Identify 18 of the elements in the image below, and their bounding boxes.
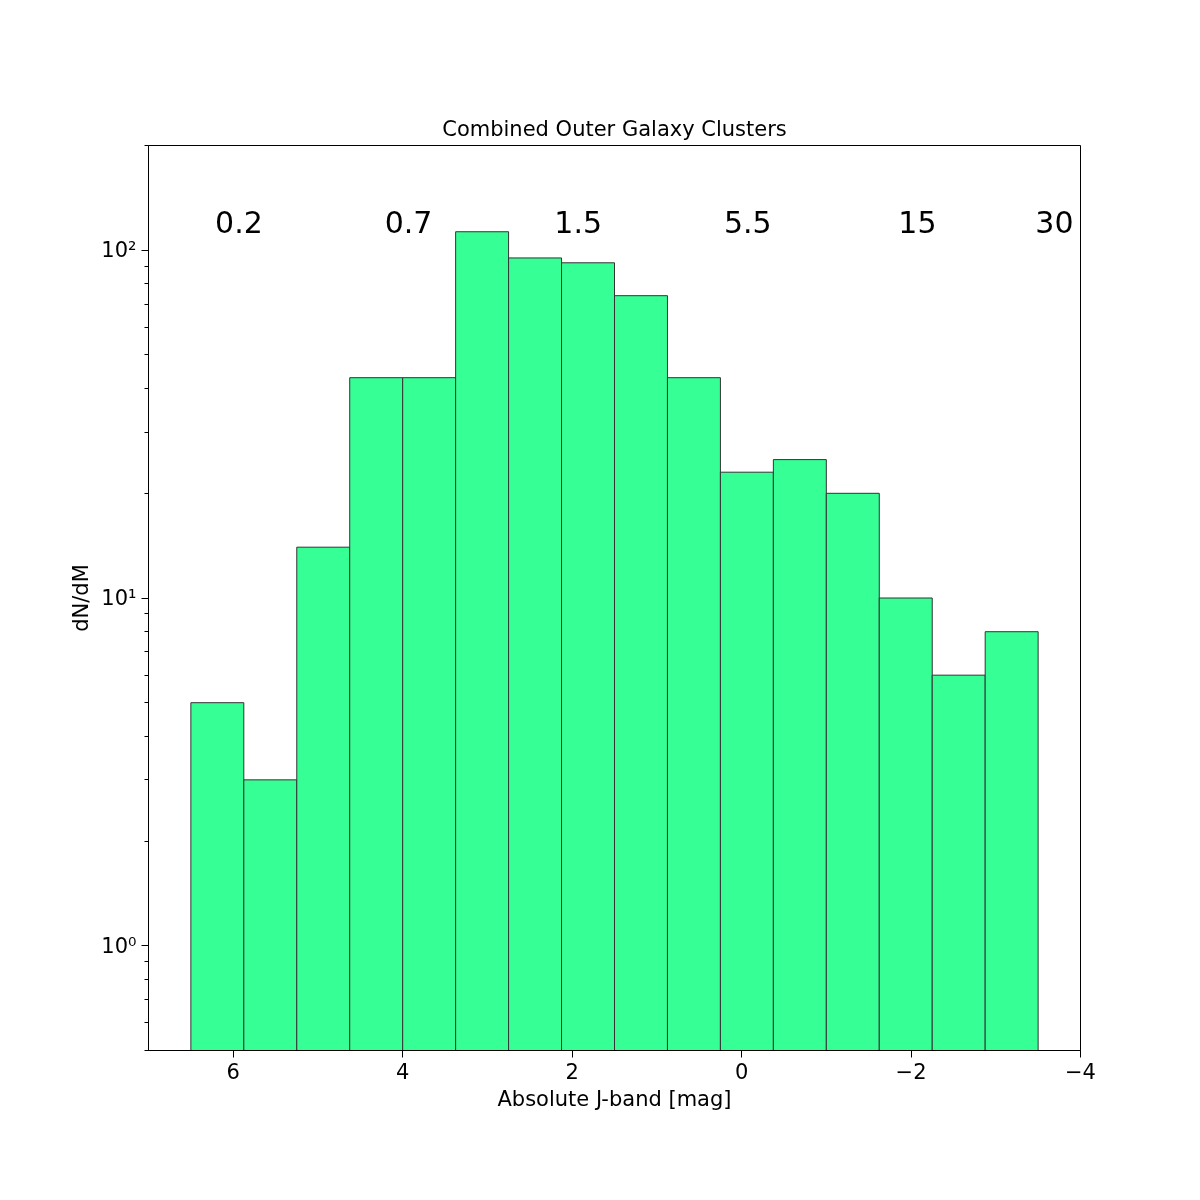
annotation: 0.7 — [384, 205, 433, 241]
x-tick-label: −4 — [1065, 1059, 1096, 1084]
x-axis-title: Absolute J-band [mag] — [497, 1086, 732, 1111]
y-tick-label: 10² — [101, 238, 137, 263]
y-tick-label: 10⁰ — [101, 933, 137, 958]
annotation: 15 — [898, 205, 937, 241]
x-tick-label: 6 — [226, 1059, 240, 1084]
x-tick-label: 4 — [396, 1059, 410, 1084]
chart-title: Combined Outer Galaxy Clusters — [442, 116, 787, 141]
annotation: 0.2 — [215, 205, 263, 241]
y-tick-label: 10¹ — [101, 586, 137, 610]
annotation: 5.5 — [723, 205, 772, 241]
annotation: 30 — [1035, 205, 1074, 241]
x-tick-label: 2 — [565, 1059, 579, 1084]
x-tick-label: 0 — [734, 1059, 749, 1084]
x-tick-label: −2 — [895, 1059, 927, 1084]
annotation: 1.5 — [554, 205, 603, 241]
y-axis-title: dN/dM — [69, 564, 94, 632]
